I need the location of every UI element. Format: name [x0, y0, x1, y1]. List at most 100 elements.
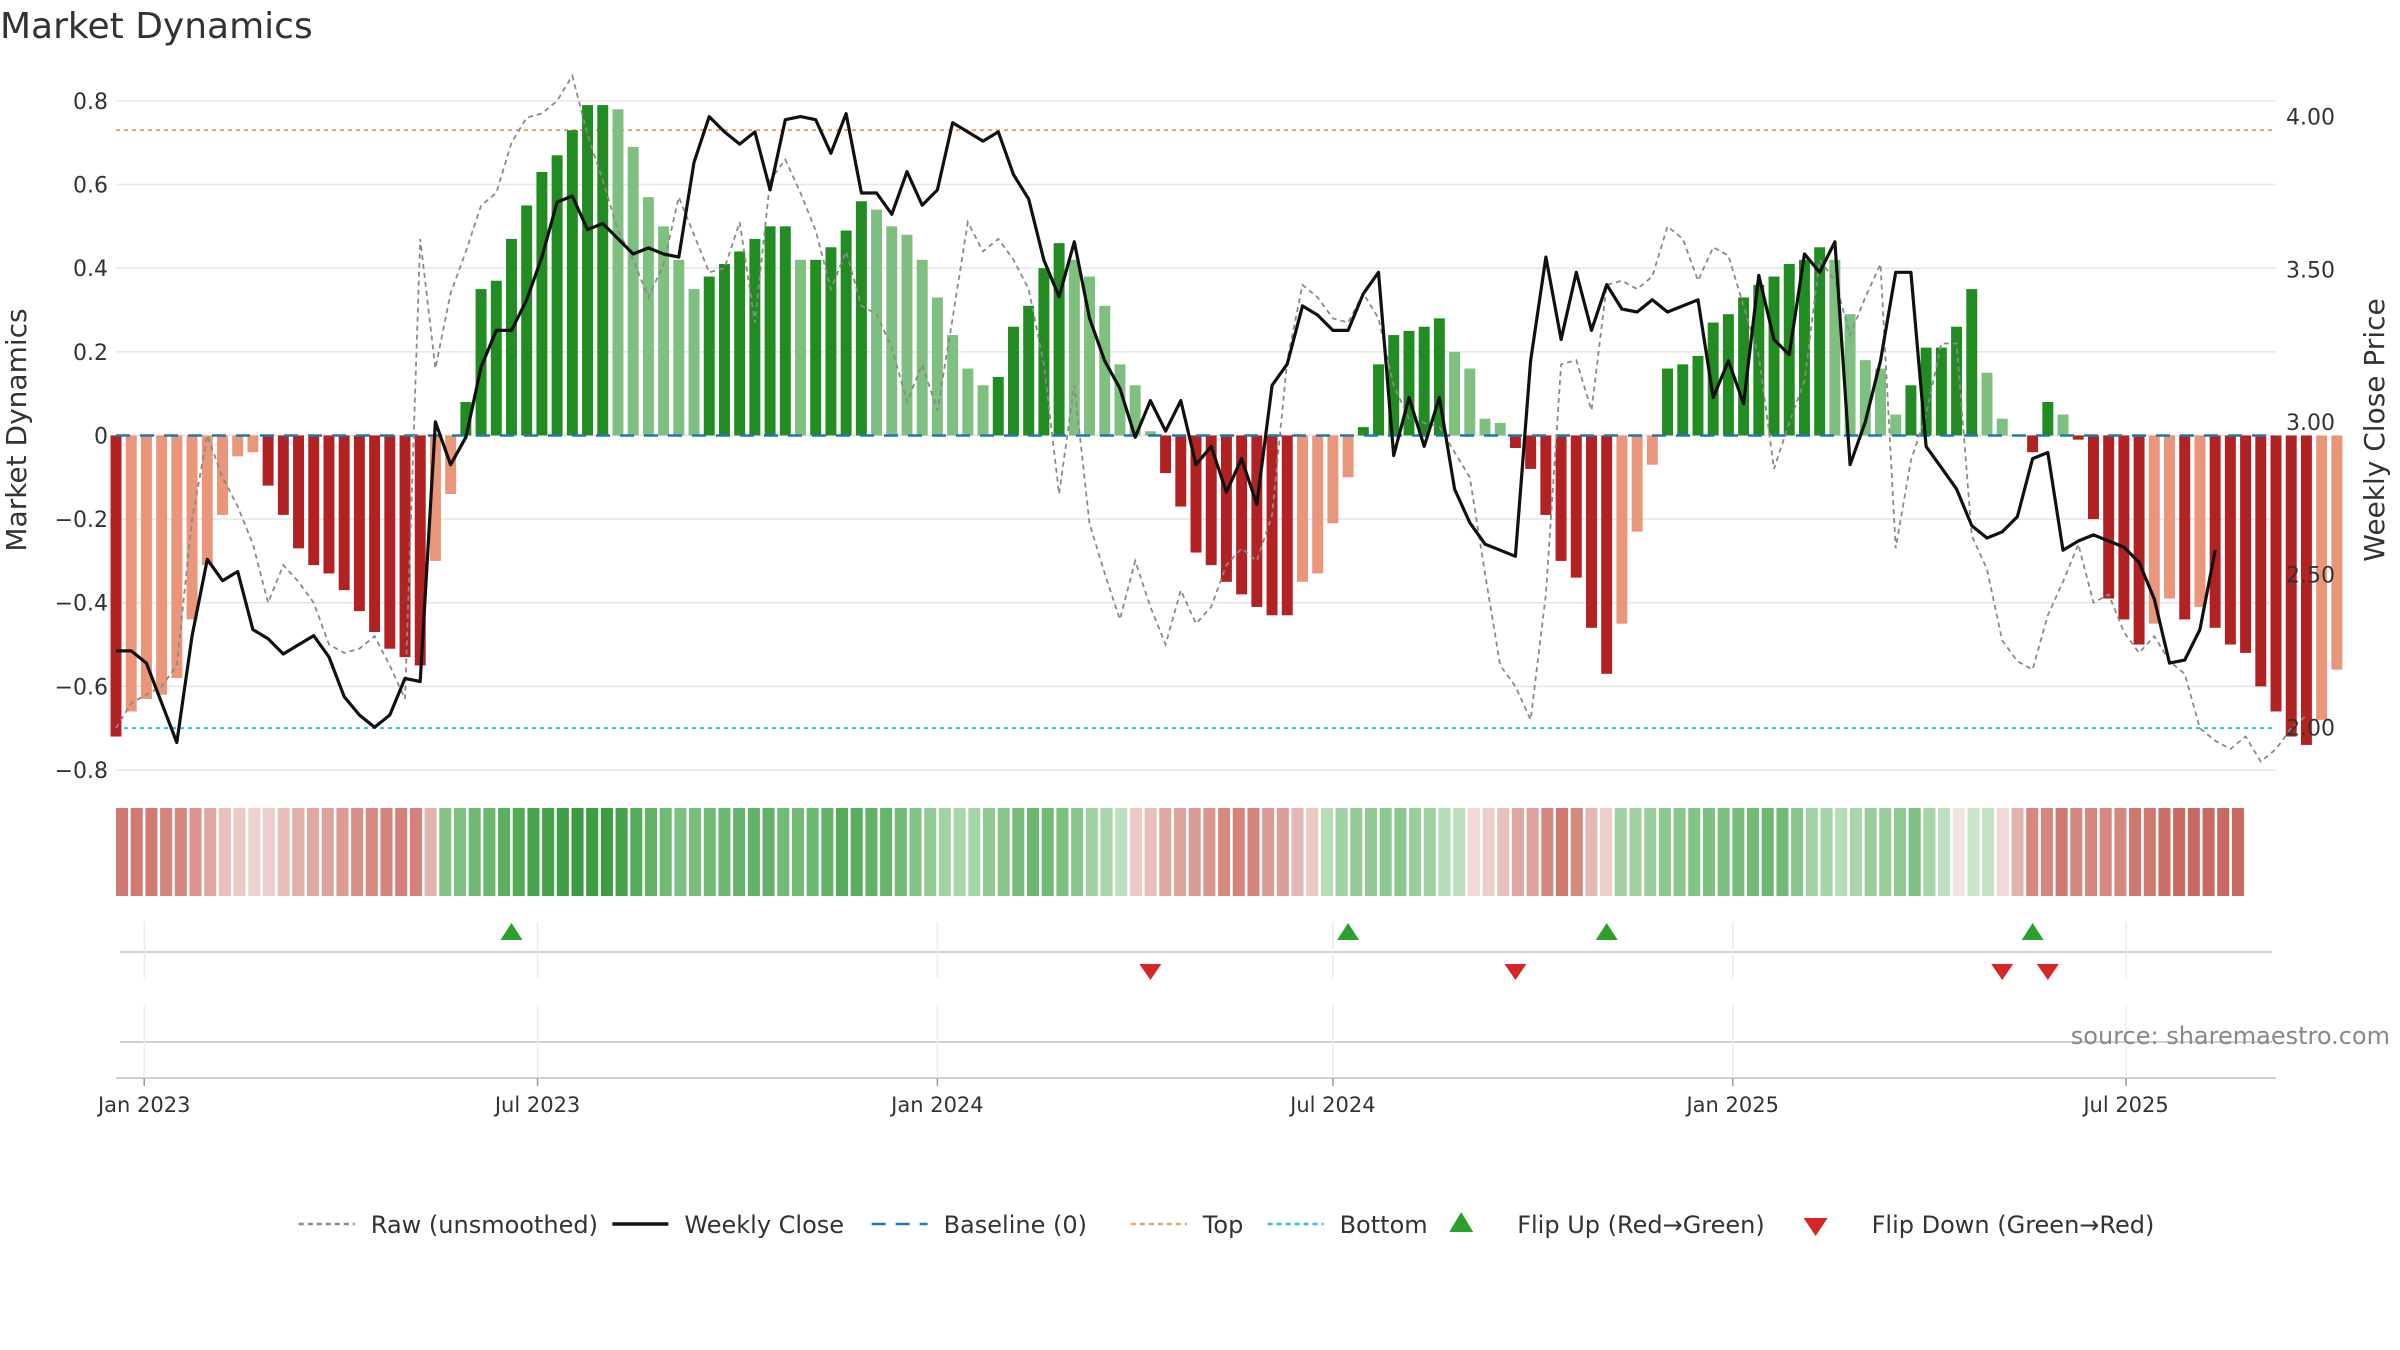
regime-cell [1967, 808, 1980, 896]
regime-cell [2055, 808, 2068, 896]
regime-cell [2202, 808, 2215, 896]
regime-cell [806, 808, 819, 896]
regime-cell [1071, 808, 1084, 896]
chart-title: Market Dynamics [0, 6, 313, 47]
momentum-bar [1357, 427, 1369, 436]
momentum-bar [1251, 435, 1263, 607]
regime-cell [1702, 808, 1715, 896]
momentum-bar [1297, 435, 1308, 582]
y-tick-label: 0.2 [73, 341, 108, 366]
momentum-bar [384, 435, 396, 649]
flip-down-marker [2036, 964, 2059, 980]
momentum-bar [1525, 435, 1537, 469]
y2-tick-label: 4.00 [2286, 106, 2335, 131]
flip-down-legend-icon [1803, 1218, 1828, 1236]
regime-cell [365, 808, 378, 896]
regime-cell [1526, 808, 1539, 896]
flip-down-marker [1504, 964, 1527, 980]
regime-cell [909, 808, 922, 896]
regime-cell [1247, 808, 1260, 896]
regime-cell [880, 808, 893, 896]
regime-cell [468, 808, 481, 896]
raw-unsmoothed-line [115, 73, 2307, 763]
regime-cell [1482, 808, 1495, 896]
momentum-bar [642, 197, 654, 436]
regime-cell [2143, 808, 2156, 896]
momentum-bar [156, 435, 168, 695]
momentum-bar [1996, 418, 2008, 436]
regime-cell [644, 808, 658, 896]
momentum-bar [673, 259, 685, 436]
momentum-bar [931, 297, 943, 436]
regime-cell [674, 808, 687, 896]
y2-tick-label: 3.50 [2286, 258, 2335, 283]
momentum-bar [2133, 435, 2145, 645]
y2-tick-label: 2.00 [2286, 716, 2335, 741]
y-tick-label: 0.4 [73, 257, 108, 282]
regime-cell [586, 808, 599, 896]
flip-up-marker [500, 923, 523, 940]
legend-item: Top [1130, 1211, 1243, 1239]
regime-cell [233, 808, 246, 896]
momentum-bar [1220, 435, 1232, 582]
regime-cell [791, 808, 804, 896]
momentum-bar [1236, 435, 1248, 595]
regime-cell [894, 808, 907, 896]
y2-tick-label: 2.50 [2286, 564, 2335, 589]
momentum-bar [901, 234, 913, 436]
regime-cell [997, 808, 1010, 896]
momentum-bar [399, 435, 411, 658]
regime-cell [145, 808, 158, 896]
momentum-bar [825, 247, 837, 436]
momentum-bar [1342, 435, 1354, 478]
legend-label: Flip Up (Red→Green) [1517, 1211, 1765, 1239]
momentum-bar [323, 435, 335, 574]
legend-item: Raw (unsmoothed) [298, 1211, 598, 1239]
regime-cell [836, 808, 849, 896]
regime-cell [439, 808, 452, 896]
momentum-bar [2103, 435, 2115, 599]
momentum-bar [2072, 435, 2084, 440]
right-axis-label: Weekly Close Price [2358, 298, 2391, 561]
momentum-bar [2224, 435, 2236, 645]
regime-cell [2173, 808, 2186, 896]
regime-cell [1041, 808, 1054, 896]
momentum-bar [1981, 372, 1993, 436]
regime-cell [1556, 808, 1569, 896]
momentum-bar [2179, 435, 2191, 620]
regime-cell [1747, 808, 1760, 896]
regime-cell [483, 808, 496, 896]
momentum-bar [2194, 435, 2206, 607]
x-axis: Jan 2023 Jul 2023 Jan 2024 Jul 2024 Jan 2025… [96, 1005, 2276, 1117]
regime-cell [865, 808, 878, 896]
momentum-bar [1327, 435, 1339, 524]
regime-cell [556, 808, 569, 896]
momentum-bar [1373, 364, 1385, 436]
regime-cell [821, 808, 834, 896]
regime-cell [1879, 808, 1892, 896]
momentum-bar [1951, 326, 1963, 436]
regime-cell [1717, 808, 1730, 896]
momentum-bar [1114, 364, 1126, 436]
momentum-bar [1129, 385, 1141, 436]
regime-cell [1835, 808, 1848, 896]
momentum-bar [1433, 318, 1445, 436]
momentum-bar [1738, 297, 1750, 436]
momentum-bar [779, 226, 791, 436]
regime-cell [1497, 808, 1510, 896]
regime-cell [336, 808, 349, 896]
momentum-bar [506, 238, 517, 436]
regime-cell [1218, 808, 1231, 896]
regime-cell [1923, 808, 1936, 896]
flip-up-legend-icon [1449, 1212, 1474, 1232]
x-tick-label: Jan 2024 [889, 1093, 984, 1117]
regime-cell [1335, 808, 1348, 896]
regime-cell [1467, 808, 1480, 896]
momentum-bar [1692, 356, 1704, 436]
y-tick-label: −0.2 [55, 508, 108, 533]
regime-cell [498, 808, 511, 896]
regime-cell [1173, 808, 1187, 896]
momentum-bar [1662, 368, 1674, 436]
momentum-bar [1677, 364, 1689, 436]
momentum-bar [566, 130, 578, 436]
